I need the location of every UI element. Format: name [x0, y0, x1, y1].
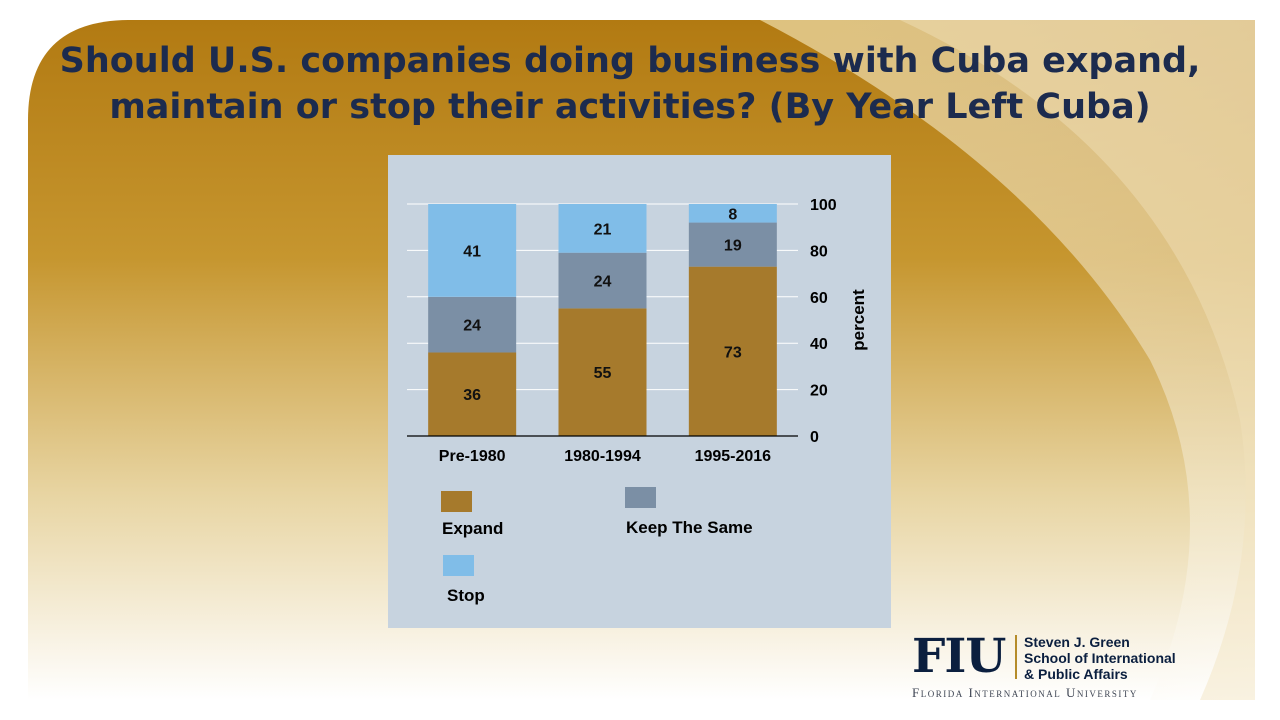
y-tick-label: 60 [810, 290, 828, 307]
data-label: 8 [728, 206, 737, 223]
bar-segment-stop [688, 204, 777, 223]
bar-segment-keep-the-same [558, 252, 647, 309]
x-tick-label: 1995-2016 [695, 448, 772, 465]
bar-segment-keep-the-same [688, 222, 777, 267]
stacked-bar-chart: 36 24 41 Pre-1980 55 24 21 1980-1994 73 19 8 1995-2… [407, 197, 868, 605]
chart-panel: 36 24 41 Pre-1980 55 24 21 1980-1994 73 19 8 1995-2… [388, 155, 891, 628]
data-label: 73 [724, 344, 742, 361]
data-label: 24 [594, 274, 612, 291]
fiu-logo: FIU Steven J. Green School of Internatio… [912, 632, 1212, 702]
data-label: 24 [463, 318, 481, 335]
bar-segment-stop [558, 204, 647, 253]
x-tick-label: Pre-1980 [439, 448, 506, 465]
y-tick-label: 80 [810, 243, 828, 260]
bar-segment-expand [558, 308, 647, 436]
bar-segment-keep-the-same [428, 296, 517, 353]
fiu-logo-mark: FIU [912, 629, 1006, 684]
data-label: 41 [463, 243, 481, 260]
y-tick-label: 100 [810, 197, 837, 214]
bar-segment-stop [428, 204, 517, 297]
bar-segment-expand [428, 352, 517, 436]
school-name-line-1: Steven J. Green [1024, 634, 1130, 650]
y-tick-label: 20 [810, 383, 828, 400]
y-tick-label: 0 [810, 429, 819, 446]
slide-title: Should U.S. companies doing business wit… [30, 38, 1230, 130]
legend-label: Expand [442, 519, 503, 538]
logo-divider [1015, 635, 1017, 679]
data-label: 21 [594, 221, 612, 238]
data-label: 19 [724, 238, 742, 255]
slide-title-line-1: Should U.S. companies doing business wit… [59, 41, 1201, 81]
y-axis-label: percent [849, 289, 868, 351]
y-tick-label: 40 [810, 336, 828, 353]
data-label: 36 [463, 387, 481, 404]
school-name-line-2: School of International [1024, 650, 1176, 666]
legend-label: Keep The Same [626, 518, 753, 537]
school-name: Steven J. Green School of International … [1024, 634, 1176, 682]
bar-segment-expand [688, 266, 777, 436]
data-label: 55 [594, 365, 612, 382]
legend-swatch-expand [441, 491, 472, 512]
x-tick-label: 1980-1994 [564, 448, 641, 465]
legend-swatch-keep-the-same [625, 487, 656, 508]
school-name-line-3: & Public Affairs [1024, 666, 1128, 682]
legend-label: Stop [447, 586, 485, 605]
slide-title-line-2: maintain or stop their activities? (By Y… [109, 87, 1151, 127]
legend-swatch-stop [443, 555, 474, 576]
university-name: Florida International University [912, 685, 1138, 700]
